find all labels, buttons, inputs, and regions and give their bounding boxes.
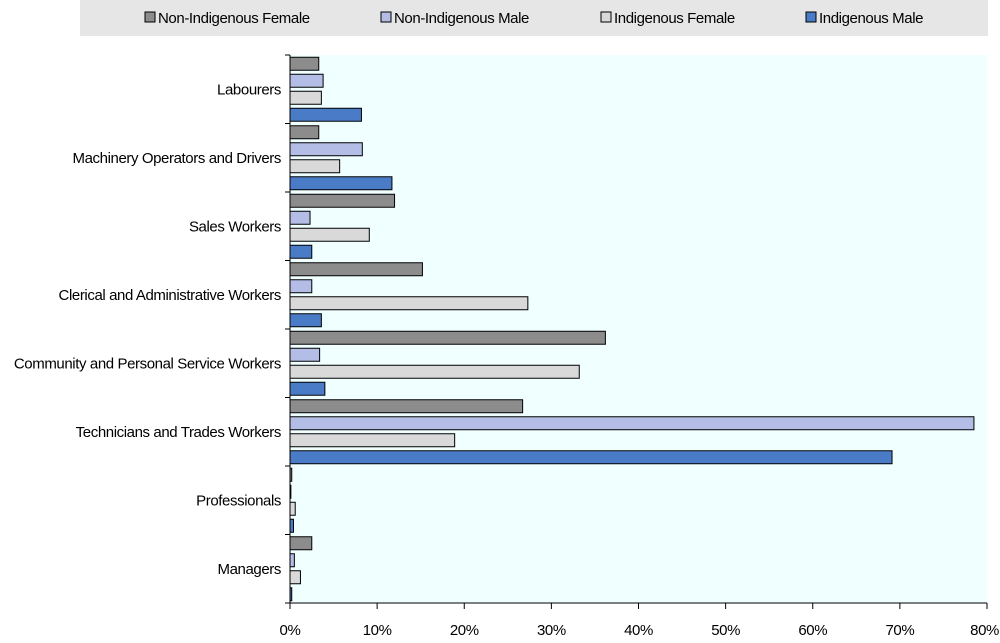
bar: [289, 210, 311, 225]
bar: [289, 330, 606, 345]
legend-label: Non-Indigenous Male: [394, 10, 529, 27]
x-tick-label: 80%: [970, 622, 999, 639]
bar: [289, 433, 456, 448]
x-axis: 0% 10% 20% 30% 40% 50% 60% 70% 80%: [280, 602, 999, 639]
x-tick-label: 20%: [450, 622, 479, 639]
x-tick-label: 40%: [624, 622, 653, 639]
bar: [289, 416, 975, 431]
bar: [289, 399, 524, 414]
y-axis: Labourers Machinery Operators and Drivers…: [14, 54, 291, 604]
category-label: Clerical and Administrative Workers: [59, 287, 281, 304]
bar: [289, 193, 396, 208]
legend-label: Non-Indigenous Female: [158, 10, 310, 27]
bar: [289, 570, 301, 585]
x-tick-label: 0%: [280, 622, 301, 639]
x-tick-label: 70%: [885, 622, 914, 639]
legend-swatch: [600, 11, 612, 23]
x-tick-label: 30%: [537, 622, 566, 639]
bar: [289, 107, 362, 122]
plot-area: [290, 55, 987, 603]
x-tick-label: 10%: [363, 622, 392, 639]
bar: [289, 536, 313, 551]
bars: [289, 56, 975, 602]
bar: [289, 90, 322, 105]
bar: [289, 279, 313, 294]
bar: [289, 56, 320, 71]
bar: [289, 142, 363, 157]
bar: [289, 296, 529, 311]
bar: [289, 125, 320, 140]
bar: [289, 501, 296, 516]
legend-label: Indigenous Male: [819, 10, 923, 27]
bar: [289, 244, 313, 259]
bar: [289, 227, 370, 242]
bar: [289, 381, 326, 396]
category-label: Technicians and Trades Workers: [76, 424, 281, 441]
bar: [289, 553, 295, 568]
legend-background: [80, 0, 988, 36]
bar: [289, 313, 322, 328]
bar: [289, 262, 423, 277]
bar: [289, 364, 580, 379]
legend-swatch: [805, 11, 817, 23]
category-label: Community and Personal Service Workers: [14, 355, 281, 372]
category-label: Labourers: [217, 81, 281, 98]
x-tick-label: 60%: [798, 622, 827, 639]
legend: Non-Indigenous Female Non-Indigenous Male…: [144, 10, 924, 27]
legend-swatch: [144, 11, 156, 23]
legend-label: Indigenous Female: [614, 10, 735, 27]
legend-swatch: [380, 11, 392, 23]
bar: [289, 73, 324, 88]
x-tick-label: 50%: [711, 622, 740, 639]
bar: [289, 450, 893, 465]
category-label: Sales Workers: [189, 218, 281, 235]
bar: [289, 159, 341, 174]
category-label: Managers: [217, 561, 281, 578]
category-label: Professionals: [196, 492, 281, 509]
category-label: Machinery Operators and Drivers: [72, 150, 281, 167]
bar: [289, 176, 393, 191]
bar: [289, 518, 294, 533]
bar: [289, 347, 321, 362]
